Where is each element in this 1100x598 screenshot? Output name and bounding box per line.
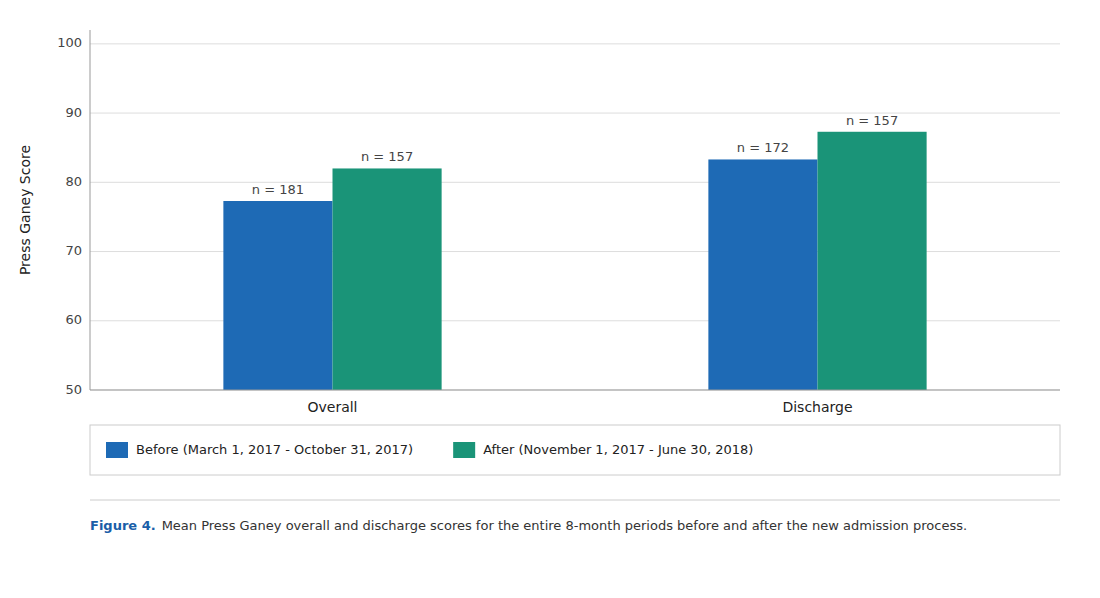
y-tick-label: 80 [65,174,82,189]
legend-swatch [453,442,475,458]
caption-text: Mean Press Ganey overall and discharge s… [162,518,967,533]
legend-box [90,425,1060,475]
y-axis-line [90,30,91,390]
bar-annotation: n = 157 [361,149,413,164]
y-tick-label: 50 [65,382,82,397]
caption-separator [90,500,1060,501]
bar [223,201,332,390]
grid-line [90,43,1060,44]
x-tick-label: Discharge [782,399,852,415]
grid-line [90,113,1060,114]
y-tick-label: 90 [65,105,82,120]
y-tick-label: 100 [57,35,82,50]
bar [333,168,442,390]
bars [223,132,926,390]
y-tick-label: 70 [65,243,82,258]
x-axis-line [90,390,1060,391]
bar-annotations: n = 181 n = 157 n = 172 n = 157 [252,113,898,197]
bar-annotation: n = 157 [846,113,898,128]
grid-line [90,390,1060,391]
caption-label: Figure 4. [90,518,156,533]
bar [708,159,817,390]
legend-label: After (November 1, 2017 - June 30, 2018) [483,442,753,457]
bar-annotation: n = 172 [737,140,789,155]
bar [818,132,927,390]
legend-swatch [106,442,128,458]
bar-annotation: n = 181 [252,182,304,197]
legend-label: Before (March 1, 2017 - October 31, 2017… [136,442,413,457]
y-tick-label: 60 [65,312,82,327]
x-tick-label: Overall [307,399,357,415]
y-axis-label: Press Ganey Score [17,145,33,275]
